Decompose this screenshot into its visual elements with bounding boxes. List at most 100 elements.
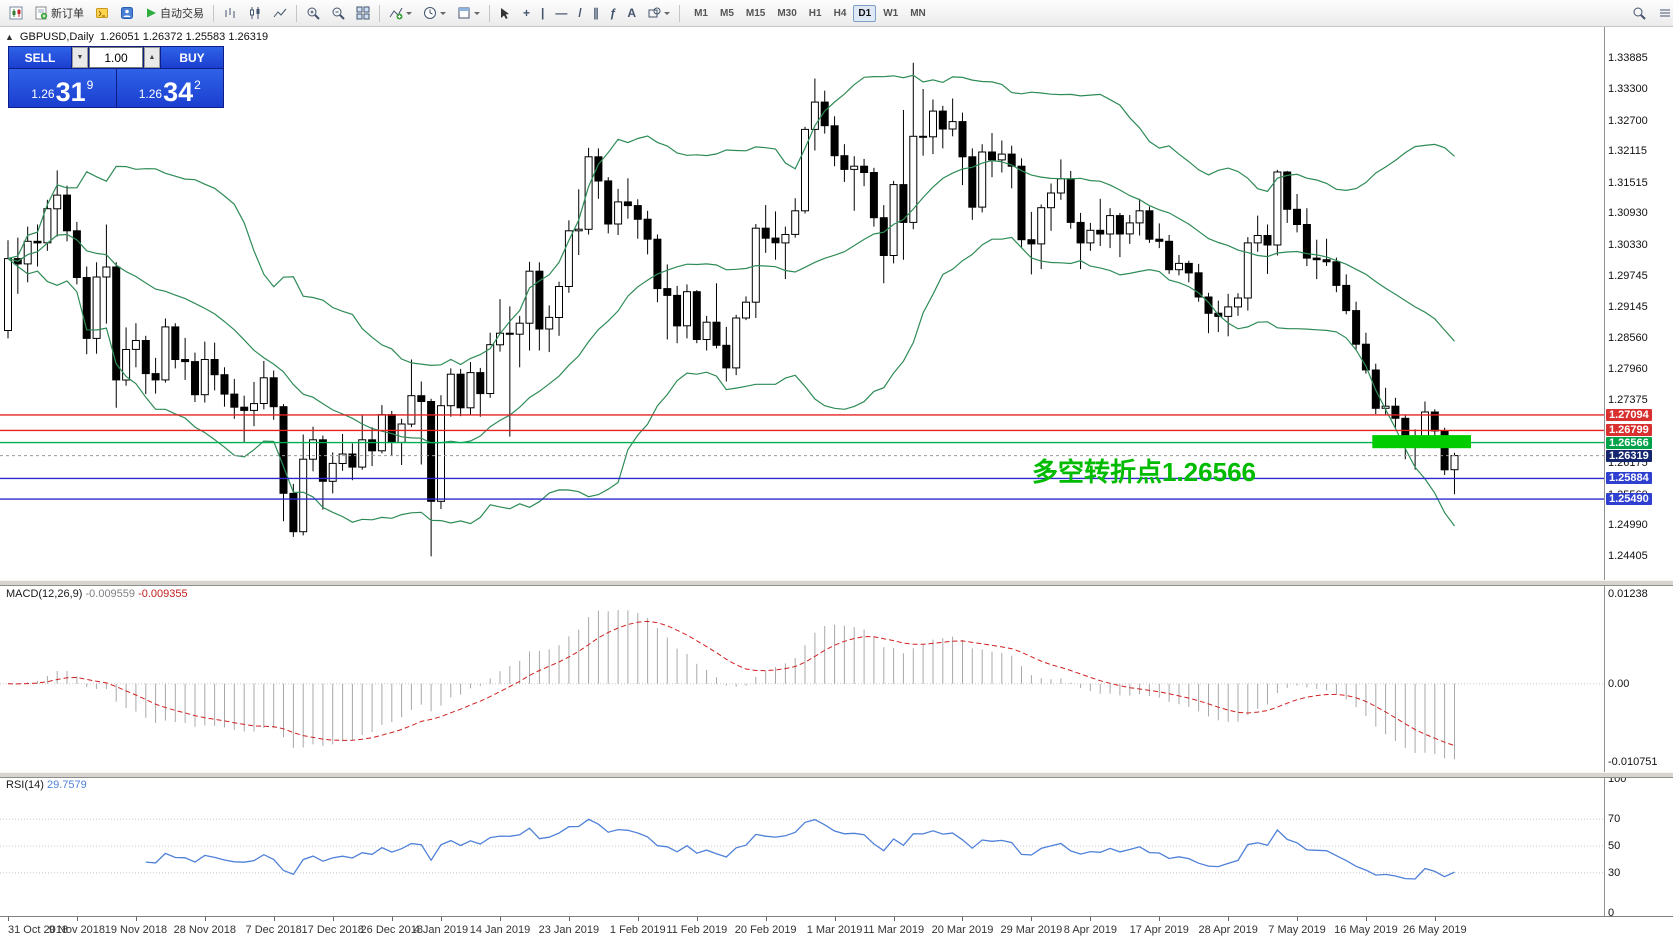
price-scale-label: 1.24405 [1608, 550, 1648, 563]
date-label: 11 Feb 2019 [666, 924, 728, 936]
date-axis[interactable]: 31 Oct 2018 9 Nov 2018 19 Nov 2018 28 Nov 2… [0, 916, 1673, 946]
rsi-label: RSI(14) 29.7579 [6, 779, 87, 791]
buy-price-button[interactable]: 1.26 34 2 [116, 69, 223, 107]
magnifier-icon[interactable] [1627, 2, 1651, 24]
rsi-scale-label: 70 [1608, 813, 1621, 826]
metaeditor-icon[interactable] [90, 2, 114, 24]
rsi-chart[interactable] [0, 776, 1604, 916]
macd-panel[interactable] [0, 584, 1604, 772]
macd-chart[interactable] [0, 584, 1604, 772]
autotrading-button[interactable]: 自动交易 [140, 2, 209, 24]
zoom-in-icon[interactable] [301, 2, 325, 24]
date-label: 23 Jan 2019 [538, 924, 600, 936]
timeframe-d1[interactable]: D1 [853, 4, 877, 22]
date-label: 4 Jan 2019 [413, 924, 469, 936]
price-scale-label: 1.30930 [1608, 207, 1648, 220]
rsi-scale-label: 50 [1608, 840, 1621, 852]
channel-tool-icon[interactable]: ∥ [592, 6, 599, 20]
indicators-button[interactable] [384, 2, 417, 24]
bar-chart-icon[interactable] [218, 2, 242, 24]
horizontal-line-tool-icon[interactable]: — [555, 6, 568, 20]
rsi-scale-label: 30 [1608, 866, 1621, 879]
lot-size-input[interactable] [89, 47, 143, 68]
date-label: 19 Nov 2018 [104, 924, 168, 936]
price-scale-label: 1.31515 [1608, 176, 1648, 189]
date-label: 16 May 2019 [1334, 924, 1398, 936]
price-scale-label: 1.29145 [1608, 301, 1648, 314]
price-level-label: 1.27094 [1606, 408, 1652, 421]
sell-button[interactable]: SELL [9, 47, 71, 68]
buy-button[interactable]: BUY [161, 47, 223, 68]
bollinger-middle-band [7, 159, 1455, 444]
macd-signal-line [7, 620, 1455, 747]
sell-price-pips: 31 [55, 77, 86, 107]
price-level-label: 1.25884 [1606, 472, 1652, 485]
vertical-line-tool-icon[interactable]: | [541, 6, 545, 20]
toolbar-separator [489, 4, 490, 22]
price-scale-label: 1.32700 [1608, 114, 1648, 127]
macd-label: MACD(12,26,9) -0.009559 -0.009355 [6, 588, 188, 600]
macd-scale[interactable]: 0.01238 0.00 -0.010751 [1604, 584, 1673, 772]
date-label: 14 Jan 2019 [469, 924, 531, 936]
rsi-panel[interactable] [0, 776, 1604, 916]
buy-price-point: 2 [194, 78, 201, 92]
date-tick [135, 917, 137, 921]
trendline-tool-icon[interactable]: / [578, 6, 582, 20]
timeframe-m30[interactable]: M30 [777, 7, 797, 19]
timeframe-m1[interactable]: M1 [694, 7, 708, 19]
fibonacci-tool-icon[interactable]: ƒ [609, 6, 617, 20]
macd-main-value: -0.009559 [85, 588, 136, 600]
macd-signal-value: -0.009355 [138, 588, 188, 600]
date-tick [1297, 917, 1299, 921]
price-scale-label: 1.32115 [1608, 145, 1647, 158]
buy-price-base: 1.26 [138, 87, 163, 101]
rsi-scale[interactable]: 100 70 50 30 0 [1604, 773, 1673, 919]
timeframe-h4[interactable]: H4 [833, 7, 847, 19]
chart-window-icon[interactable] [4, 2, 28, 24]
crosshair-tool-icon[interactable]: + [523, 6, 531, 20]
date-label: 28 Apr 2019 [1198, 924, 1258, 936]
macd-histogram [17, 610, 1455, 760]
timeframe-m15[interactable]: M15 [745, 7, 766, 19]
tile-windows-icon[interactable] [351, 2, 375, 24]
templates-button[interactable] [452, 2, 485, 24]
date-label: 1 Mar 2019 [806, 924, 863, 936]
date-label: 7 May 2019 [1268, 924, 1326, 936]
market-watch-icon[interactable] [115, 2, 139, 24]
new-order-icon [35, 6, 48, 20]
price-level-label: 1.26566 [1606, 436, 1652, 449]
timeframe-m5[interactable]: M5 [719, 7, 734, 19]
main-chart-panel[interactable] [0, 26, 1604, 580]
timeframe-w1[interactable]: W1 [883, 7, 899, 19]
autotrading-play-icon [147, 8, 156, 18]
toolbar-separator [213, 4, 214, 22]
date-label: 26 Dec 2018 [360, 924, 423, 936]
date-tick [1031, 917, 1033, 921]
panel-separator[interactable] [0, 580, 1673, 586]
panel-separator[interactable] [0, 772, 1673, 778]
periods-button[interactable] [418, 2, 451, 24]
cursor-tool-icon[interactable] [494, 2, 517, 24]
date-tick [8, 917, 9, 921]
price-scale-label: 1.33885 [1608, 52, 1648, 65]
line-chart-icon[interactable] [268, 2, 292, 24]
lot-increase-button[interactable]: ▲ [144, 47, 160, 68]
sell-price-button[interactable]: 1.26 31 9 [9, 69, 116, 107]
properties-icon[interactable] [1653, 2, 1673, 24]
zoom-out-icon[interactable] [326, 2, 350, 24]
symbol-title: GBPUSD,Daily [19, 31, 94, 43]
timeframe-h1[interactable]: H1 [808, 7, 822, 19]
price-scale[interactable]: 1.33885 1.33300 1.32700 1.32115 1.31515 1.309… [1604, 26, 1673, 580]
new-order-button[interactable]: 新订单 [29, 2, 89, 24]
one-click-collapse-icon[interactable]: ▲ [5, 32, 14, 42]
turning-point-annotation: 多空转折点1.26566 [1032, 457, 1256, 487]
date-label: 9 Nov 2018 [48, 924, 106, 936]
date-tick [1365, 917, 1367, 921]
text-tool-icon[interactable]: A [627, 6, 637, 20]
autotrading-label: 自动交易 [160, 8, 204, 20]
candlestick-chart-icon[interactable] [243, 2, 267, 24]
timeframe-mn[interactable]: MN [910, 7, 926, 19]
shapes-tool-button[interactable] [642, 2, 675, 24]
lot-decrease-button[interactable]: ▼ [72, 47, 88, 68]
candlestick-chart[interactable] [0, 26, 1604, 580]
